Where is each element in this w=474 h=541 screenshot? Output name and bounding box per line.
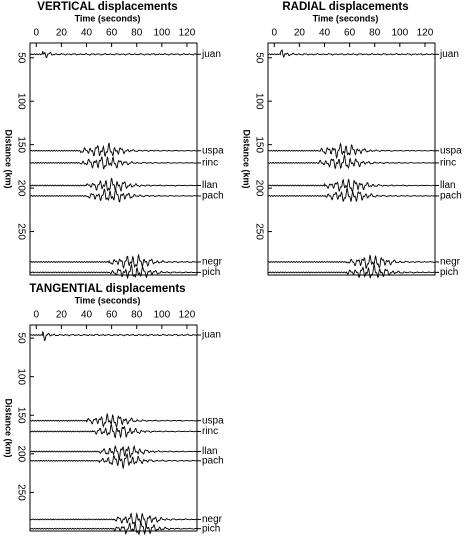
x-tick-label: 100	[153, 310, 170, 321]
seismogram-trace	[267, 142, 436, 159]
y-tick-label: 250	[253, 223, 264, 240]
x-tick-label: 40	[319, 28, 331, 39]
axes-box	[29, 324, 198, 532]
seismogram-trace	[29, 177, 198, 192]
x-tick-label: 100	[391, 28, 408, 39]
x-tick-label: 80	[131, 310, 143, 321]
panel-title: VERTICAL displacements	[37, 1, 177, 13]
station-label: llan	[202, 446, 218, 457]
station-label: pich	[202, 523, 220, 534]
seismogram-trace	[29, 51, 197, 59]
seismogram-trace	[29, 188, 197, 203]
station-label: pach	[440, 191, 462, 202]
seismogram-trace	[267, 153, 435, 170]
x-tick-label: 0	[33, 310, 39, 321]
station-label: juan	[201, 330, 221, 341]
y-tick-label: 50	[15, 333, 26, 345]
x-tick-label: 0	[271, 28, 277, 39]
axes-box	[267, 42, 436, 276]
x-tick-label: 20	[294, 28, 306, 39]
x-tick-label: 100	[153, 28, 170, 39]
x-tick-label: 40	[81, 28, 93, 39]
y-tick-label: 150	[15, 407, 26, 424]
station-label: rinc	[440, 158, 456, 169]
seismogram-trace	[29, 452, 198, 470]
y-tick-label: 100	[253, 93, 264, 110]
y-tick-label: 50	[253, 52, 264, 64]
station-label: negr	[440, 257, 461, 268]
y-tick-label: 100	[15, 368, 26, 385]
x-tick-label: 60	[106, 28, 118, 39]
x-tick-label: 80	[369, 28, 381, 39]
station-label: pach	[202, 191, 224, 202]
y-tick-label: 150	[253, 136, 264, 153]
seismogram-trace	[29, 156, 198, 170]
y-tick-label: 200	[15, 446, 26, 463]
x-tick-label: 120	[179, 28, 196, 39]
seismogram-trace	[30, 444, 198, 461]
y-tick-label: 50	[15, 52, 26, 64]
x-axis-label: Time (seconds)	[75, 295, 141, 305]
station-label: pich	[202, 267, 220, 278]
x-tick-label: 20	[56, 28, 68, 39]
y-tick-label: 200	[15, 180, 26, 197]
panel-title: RADIAL displacements	[282, 1, 408, 13]
station-label: negr	[202, 257, 223, 268]
station-label: llan	[202, 180, 218, 191]
seismogram-trace	[267, 254, 436, 269]
seismogram-trace	[29, 142, 197, 158]
seismogram-trace	[267, 264, 436, 279]
seismogram-trace	[267, 178, 435, 194]
seismogram-trace	[267, 49, 436, 58]
x-tick-label: 40	[81, 310, 93, 321]
x-axis-label: Time (seconds)	[313, 13, 379, 23]
y-tick-label: 250	[15, 484, 26, 501]
station-label: pich	[440, 267, 458, 278]
y-axis-label: Distance (km)	[4, 129, 14, 188]
y-tick-label: 200	[253, 180, 264, 197]
y-tick-label: 150	[15, 136, 26, 153]
seismogram-trace	[29, 520, 197, 536]
seismogram-trace	[29, 331, 198, 342]
station-label: uspa	[202, 415, 224, 426]
station-label: rinc	[202, 426, 218, 437]
seismogram-trace	[29, 263, 198, 280]
station-label: pach	[202, 455, 224, 466]
x-tick-label: 120	[179, 310, 196, 321]
station-label: juan	[439, 49, 459, 60]
axes-box	[29, 42, 198, 276]
station-label: negr	[202, 514, 223, 525]
x-tick-label: 60	[344, 28, 356, 39]
panel-title: TANGENTIAL displacements	[29, 283, 185, 295]
x-tick-label: 0	[33, 28, 39, 39]
station-label: rinc	[202, 158, 218, 169]
y-tick-label: 100	[15, 93, 26, 110]
y-axis-label: Distance (km)	[4, 398, 14, 457]
seismogram-trace	[29, 412, 198, 429]
station-label: juan	[201, 49, 221, 60]
x-tick-label: 120	[417, 28, 434, 39]
x-tick-label: 60	[106, 310, 118, 321]
x-tick-label: 80	[131, 28, 143, 39]
y-axis-label: Distance (km)	[242, 129, 252, 188]
station-label: uspa	[440, 145, 462, 156]
seismogram-trace	[29, 512, 197, 528]
seismogram-trace	[29, 422, 198, 439]
x-axis-label: Time (seconds)	[75, 13, 141, 23]
seismogram-trace	[29, 253, 197, 270]
station-label: uspa	[202, 145, 224, 156]
station-label: llan	[440, 180, 456, 191]
y-tick-label: 250	[15, 223, 26, 240]
x-tick-label: 20	[56, 310, 68, 321]
seismogram-trace	[267, 186, 436, 203]
